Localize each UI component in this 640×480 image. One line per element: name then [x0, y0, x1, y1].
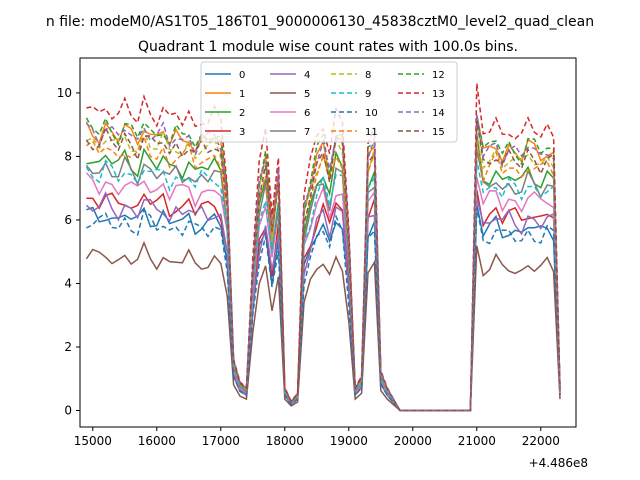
y-tick-label: 6 [64, 213, 72, 227]
series-line-15 [85, 121, 561, 412]
legend-label-12: 12 [432, 70, 445, 81]
y-tick-label: 4 [64, 276, 72, 290]
y-tick-label: 0 [64, 403, 72, 417]
series-line-4 [85, 191, 561, 412]
legend-label-10: 10 [365, 108, 378, 119]
x-tick-label: 18000 [266, 434, 304, 448]
legend-label-6: 6 [304, 108, 310, 119]
y-tick-label: 8 [64, 149, 72, 163]
legend-label-2: 2 [239, 108, 245, 119]
x-tick-label: 22000 [522, 434, 560, 448]
legend-label-1: 1 [239, 89, 245, 100]
x-tick-label: 19000 [330, 434, 368, 448]
series-line-0 [86, 204, 561, 412]
x-tick-label: 21000 [458, 434, 496, 448]
legend-label-13: 13 [432, 89, 445, 100]
axes-frame [79, 57, 577, 428]
x-tick-label: 17000 [202, 434, 240, 448]
legend-label-8: 8 [365, 70, 371, 81]
series-line-5 [85, 240, 561, 412]
y-tick-label: 10 [57, 86, 72, 100]
legend-label-15: 15 [432, 127, 445, 138]
series-line-6 [85, 172, 561, 412]
legend-label-14: 14 [432, 108, 445, 119]
y-tick-label: 2 [64, 340, 72, 354]
axis-ticks: 15000 16000 17000 18000 19000 20000 21000 22000… [57, 86, 560, 448]
legend-label-11: 11 [365, 127, 378, 138]
x-tick-label: 16000 [138, 434, 176, 448]
series-line-9 [85, 159, 561, 412]
chart-title: Quadrant 1 module wise count rates with … [138, 39, 518, 55]
x-tick-label: 15000 [74, 434, 112, 448]
x-tick-label: 20000 [394, 434, 432, 448]
legend-label-3: 3 [239, 127, 245, 138]
legend-label-0: 0 [239, 70, 245, 81]
legend-box [200, 61, 458, 143]
legend-label-4: 4 [304, 70, 310, 81]
legend-label-7: 7 [304, 127, 310, 138]
chart-suptitle: n file: modeM0/AS1T05_186T01_9000006130_… [46, 14, 594, 30]
legend-label-9: 9 [365, 89, 371, 100]
x-offset-label: +4.486e8 [529, 456, 588, 470]
series-line-7 [85, 148, 561, 412]
legend-label-5: 5 [304, 89, 310, 100]
series-line-10 [86, 207, 561, 412]
series-line-11 [85, 134, 561, 412]
